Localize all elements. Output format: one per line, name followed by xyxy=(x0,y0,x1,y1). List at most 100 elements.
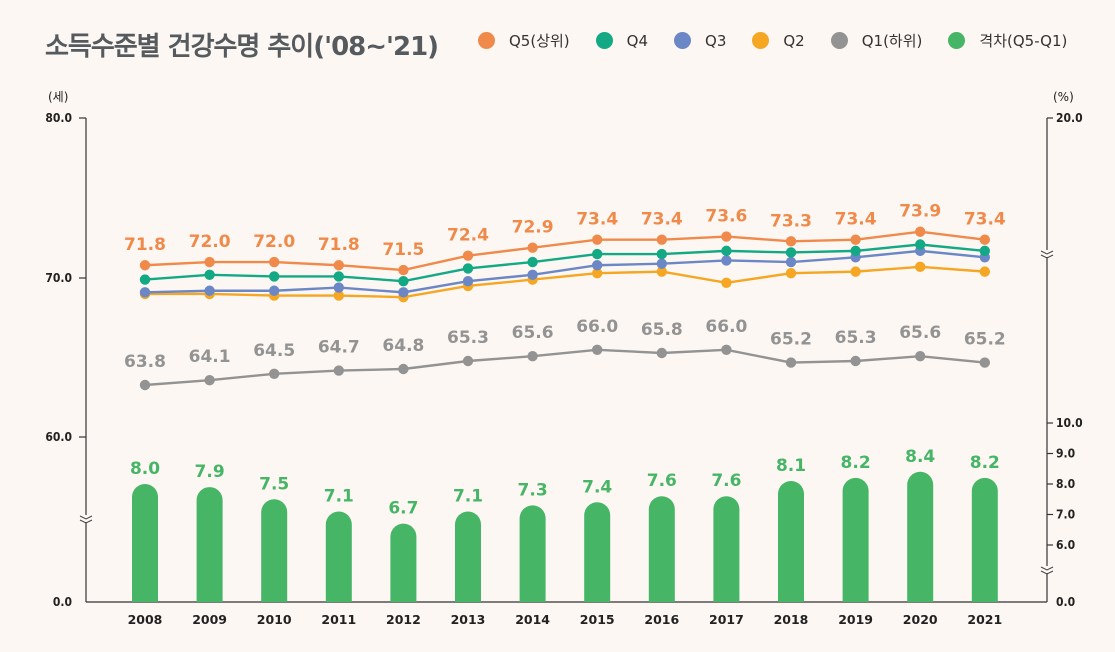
gap-bar-label: 7.1 xyxy=(324,486,354,506)
x-axis-tick-label: 2011 xyxy=(321,612,356,627)
data-point-q3 xyxy=(269,285,280,296)
gap-bar xyxy=(455,511,481,602)
data-point-q3 xyxy=(592,260,603,271)
data-label-q5: 71.5 xyxy=(382,240,424,260)
data-point-q2 xyxy=(785,268,797,279)
data-point-q4 xyxy=(462,263,474,274)
data-point-q1 xyxy=(333,365,344,376)
data-point-q2 xyxy=(592,268,603,279)
left-axis-tick-label: 80.0 xyxy=(45,111,72,125)
data-point-q3 xyxy=(721,255,732,266)
data-point-q4 xyxy=(656,248,667,260)
data-point-q4 xyxy=(850,245,861,257)
data-point-q1 xyxy=(850,355,861,367)
gap-bar-label: 7.1 xyxy=(453,486,483,506)
data-point-q3 xyxy=(204,285,215,296)
x-axis-tick-label: 2019 xyxy=(838,612,873,627)
gap-bar-label: 8.2 xyxy=(841,453,871,473)
data-label-q5: 73.3 xyxy=(770,211,812,231)
data-point-q2 xyxy=(333,290,344,301)
gap-bar-label: 7.5 xyxy=(259,474,289,494)
legend-marker-icon xyxy=(830,32,848,49)
data-point-q5 xyxy=(139,260,151,271)
right-axis-tick-label: 8.0 xyxy=(1056,477,1075,491)
data-point-q1 xyxy=(139,379,151,391)
gap-bar xyxy=(842,477,869,602)
data-point-q2 xyxy=(850,266,861,277)
data-point-q4 xyxy=(527,256,538,268)
legend-item-q1: Q1(하위) xyxy=(830,30,923,51)
data-point-q1 xyxy=(656,347,667,359)
gap-bar-label: 7.3 xyxy=(518,480,548,500)
data-label-q5: 73.4 xyxy=(835,210,877,230)
data-point-q4 xyxy=(721,245,732,257)
x-axis-tick-label: 2018 xyxy=(774,612,809,627)
data-label-q1: 65.2 xyxy=(964,330,1006,350)
data-label-q5: 72.4 xyxy=(447,226,489,246)
data-point-q1 xyxy=(204,375,215,386)
x-axis-tick-label: 2020 xyxy=(903,612,938,627)
legend-label: 격차(Q5-Q1) xyxy=(979,32,1068,50)
x-axis-tick-label: 2017 xyxy=(709,612,744,627)
data-point-q5 xyxy=(721,231,732,242)
data-point-q1 xyxy=(269,368,280,379)
gap-bar-label: 8.2 xyxy=(970,453,1000,473)
legend-label: Q4 xyxy=(626,31,649,50)
data-point-q5 xyxy=(204,256,215,268)
data-point-q1 xyxy=(721,344,732,355)
data-point-q5 xyxy=(656,234,667,245)
gap-bar-label: 8.4 xyxy=(905,447,935,467)
gap-bar xyxy=(132,484,158,602)
data-point-q2 xyxy=(915,261,926,273)
data-point-q5 xyxy=(269,256,280,268)
data-point-q2 xyxy=(979,266,990,277)
series-line-q5 xyxy=(144,230,985,272)
legend-item-gap: 격차(Q5-Q1) xyxy=(948,30,1067,51)
data-label-q1: 64.7 xyxy=(318,338,360,358)
x-axis-tick-label: 2010 xyxy=(257,612,292,627)
data-label-q5: 72.0 xyxy=(253,232,295,252)
x-axis-tick-label: 2013 xyxy=(451,612,486,627)
data-label-q5: 73.4 xyxy=(641,210,683,230)
data-point-q5 xyxy=(462,250,474,261)
gap-bar xyxy=(519,505,546,602)
series-line-q3 xyxy=(144,249,985,294)
data-label-q5: 72.0 xyxy=(189,232,231,252)
left-axis-break-icon xyxy=(79,515,93,524)
right-axis-break-icon xyxy=(1040,566,1054,575)
data-label-q1: 64.1 xyxy=(189,347,231,367)
left-axis-unit: (세) xyxy=(48,90,68,104)
gap-bar-label: 6.7 xyxy=(388,499,418,519)
data-point-q4 xyxy=(204,269,215,281)
x-axis-tick-label: 2009 xyxy=(192,612,227,627)
data-point-q1 xyxy=(785,357,797,368)
gap-bar xyxy=(261,499,288,602)
x-axis-tick-label: 2021 xyxy=(967,612,1002,627)
legend-marker-icon xyxy=(478,32,495,49)
data-label-q1: 65.3 xyxy=(447,328,489,348)
gap-bar-label: 8.1 xyxy=(776,456,806,476)
data-point-q1 xyxy=(527,351,538,362)
x-axis-tick-label: 2014 xyxy=(515,612,550,627)
data-point-q5 xyxy=(398,264,409,276)
data-label-q1: 64.5 xyxy=(253,341,295,361)
chart-title: 소득수준별 건강수명 추이('08~'21) xyxy=(45,32,439,62)
data-point-q5 xyxy=(785,236,797,247)
data-label-q1: 65.2 xyxy=(770,330,812,350)
legend-label: Q5(상위) xyxy=(509,32,570,50)
data-label-q1: 66.0 xyxy=(576,317,618,337)
legend-item-q5: Q5(상위) xyxy=(478,30,570,51)
data-point-q5 xyxy=(527,242,538,253)
gap-bar xyxy=(713,496,740,602)
legend-label: Q1(하위) xyxy=(861,32,923,50)
data-point-q5 xyxy=(333,260,344,271)
x-axis-tick-label: 2008 xyxy=(128,612,163,627)
left-axis-tick-label: 0.0 xyxy=(53,595,72,609)
gap-bar-label: 7.6 xyxy=(647,471,677,491)
data-point-q4 xyxy=(979,245,990,257)
data-label-q5: 73.4 xyxy=(576,210,618,230)
data-label-q1: 65.8 xyxy=(641,320,683,340)
data-label-q1: 63.8 xyxy=(124,352,166,372)
data-point-q5 xyxy=(592,234,603,245)
